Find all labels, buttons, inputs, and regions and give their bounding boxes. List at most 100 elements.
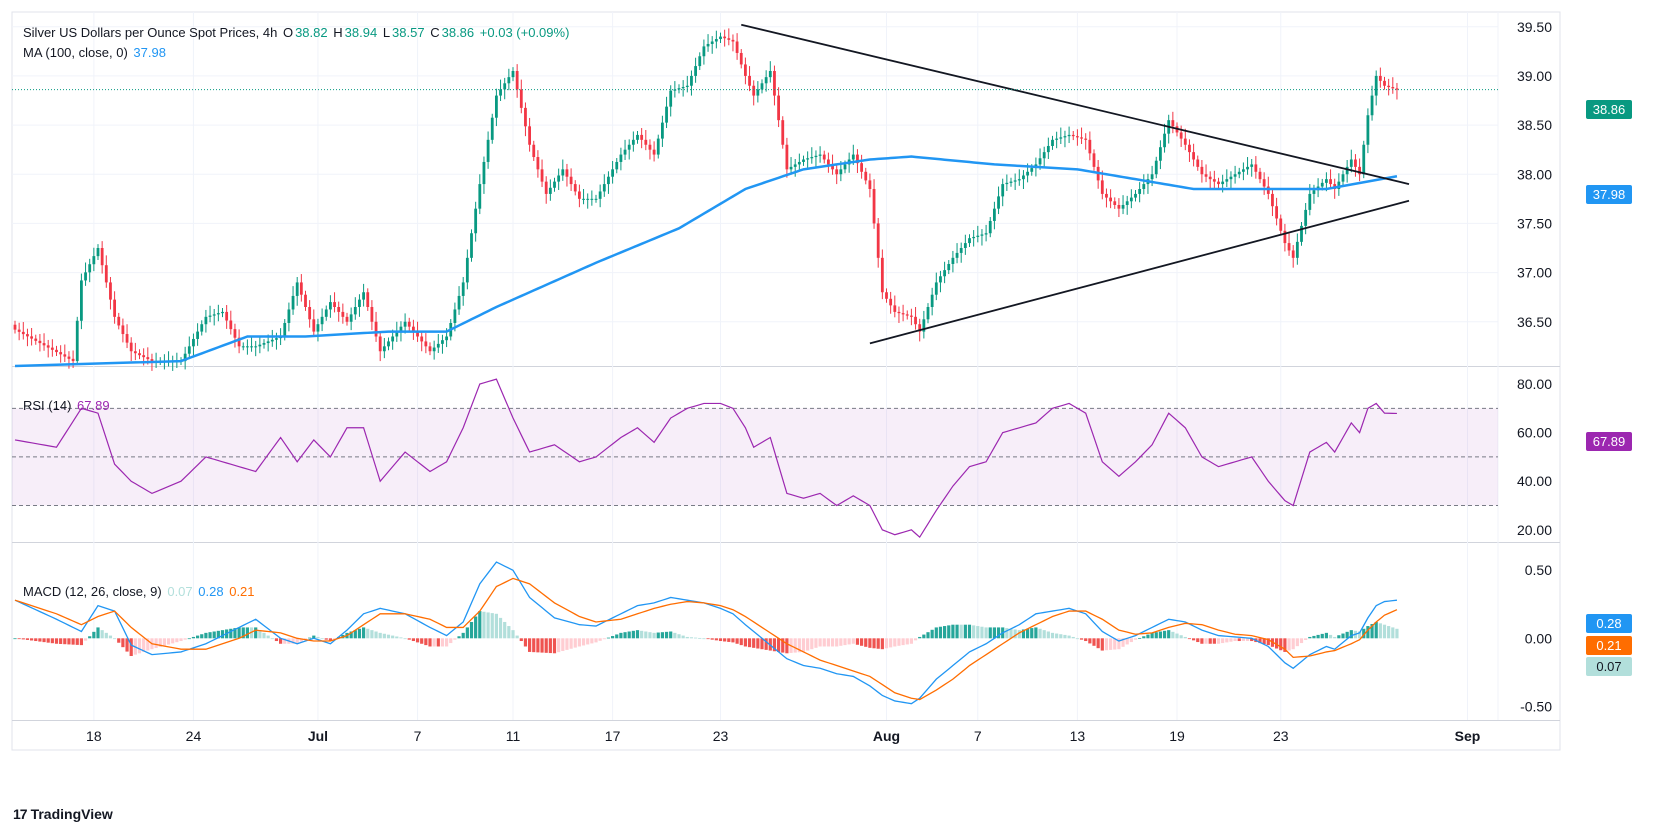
candle: [316, 318, 320, 342]
macd-histogram-bar: [1382, 624, 1387, 639]
candle: [1105, 188, 1108, 208]
candle: [457, 286, 461, 315]
candle: [1233, 165, 1237, 184]
brand-name: TradingView: [30, 806, 113, 822]
macd-histogram: [13, 611, 1399, 657]
macd-histogram-bar: [1084, 638, 1088, 642]
macd-histogram-bar: [1179, 635, 1183, 639]
macd-histogram-bar: [279, 638, 283, 644]
candle: [988, 217, 992, 238]
macd-histogram-bar: [1113, 638, 1117, 650]
candle: [661, 115, 664, 147]
candle: [598, 184, 602, 208]
macd-histogram-bar: [818, 638, 822, 647]
macd-histogram-bar: [1250, 638, 1254, 642]
macd-histogram-bar: [1312, 635, 1316, 639]
candle: [1051, 135, 1054, 150]
candle: [138, 349, 141, 360]
chart-frame: [11, 11, 1561, 751]
candle-body: [710, 41, 714, 44]
candle: [602, 174, 606, 197]
candle-body: [30, 336, 33, 339]
candle: [1387, 78, 1391, 96]
candle-body: [275, 338, 278, 340]
macd-histogram-bar: [1171, 631, 1175, 639]
candle: [1283, 223, 1287, 252]
macd-histogram-bar: [121, 638, 125, 648]
candle: [785, 137, 789, 178]
macd-histogram-bar: [13, 638, 17, 640]
candle: [963, 234, 967, 255]
candle-body: [1250, 164, 1254, 167]
candle-body: [781, 120, 785, 145]
candle: [478, 174, 482, 215]
candle: [590, 190, 594, 206]
macd-histogram-bar: [1337, 635, 1341, 639]
ma-value: 37.98: [133, 45, 166, 60]
candle: [1154, 156, 1158, 179]
candle-body: [1262, 179, 1266, 187]
candle: [1200, 159, 1204, 183]
candle-body: [872, 189, 876, 224]
macd-histogram-bar: [1162, 630, 1167, 639]
price-tick-label: 36.50: [1517, 314, 1552, 330]
macd-histogram-bar: [469, 621, 474, 639]
macd-histogram-bar: [793, 638, 797, 653]
candle: [910, 308, 913, 326]
candle: [764, 70, 768, 92]
macd-histogram-bar: [407, 638, 411, 640]
macd-histogram-bar: [79, 638, 83, 646]
candle: [1242, 162, 1245, 181]
macd-histogram-bar: [382, 633, 386, 639]
candle-body: [548, 187, 552, 194]
candle-body: [897, 311, 901, 314]
tradingview-brand[interactable]: 17 TradingView: [13, 806, 113, 822]
macd-histogram-bar: [391, 635, 395, 639]
candle: [349, 307, 353, 331]
candle-body: [677, 88, 681, 90]
candle-body: [341, 311, 345, 317]
macd-histogram-bar: [1345, 631, 1349, 639]
candle: [968, 234, 971, 248]
candle-body: [939, 276, 942, 283]
candle-body: [457, 295, 461, 310]
candle-body: [1059, 137, 1063, 139]
candle-body: [648, 144, 652, 150]
candle: [1275, 197, 1278, 226]
candle-body: [673, 89, 677, 91]
candle: [644, 130, 648, 151]
macd-histogram-bar: [332, 638, 337, 640]
candle-body: [270, 339, 274, 342]
candle-body: [412, 326, 415, 332]
candle: [1258, 167, 1262, 184]
macd-histogram-bar: [1200, 638, 1204, 644]
candle: [333, 292, 336, 313]
macd-histogram-bar: [125, 638, 129, 652]
macd-histogram-bar: [835, 638, 839, 647]
x-tick-label: Sep: [1455, 728, 1481, 744]
candle-body: [133, 351, 137, 354]
candle-body: [1383, 80, 1386, 86]
x-tick-label: 23: [713, 728, 729, 744]
candle-body: [536, 157, 540, 170]
candle: [482, 156, 486, 194]
macd-histogram-bar: [926, 632, 930, 639]
candle-body: [1071, 134, 1075, 137]
macd-histogram-bar: [1333, 636, 1337, 639]
macd-histogram-bar: [21, 638, 25, 640]
candle-body: [503, 83, 507, 90]
macd-histogram-bar: [1378, 623, 1382, 639]
candle: [860, 154, 863, 179]
candle: [109, 277, 112, 310]
candle-body: [1229, 176, 1233, 180]
symbol-title: Silver US Dollars per Ounce Spot Prices,…: [23, 25, 278, 40]
macd-histogram-bar: [544, 638, 548, 653]
macd-histogram-bar: [63, 638, 67, 645]
candle-body: [1337, 181, 1341, 189]
candle-body: [1374, 75, 1378, 96]
candle: [75, 316, 79, 366]
macd-histogram-bar: [752, 638, 756, 648]
ma-badge: 37.98: [1586, 185, 1632, 204]
candle-body: [1125, 201, 1129, 205]
candle: [681, 80, 685, 97]
